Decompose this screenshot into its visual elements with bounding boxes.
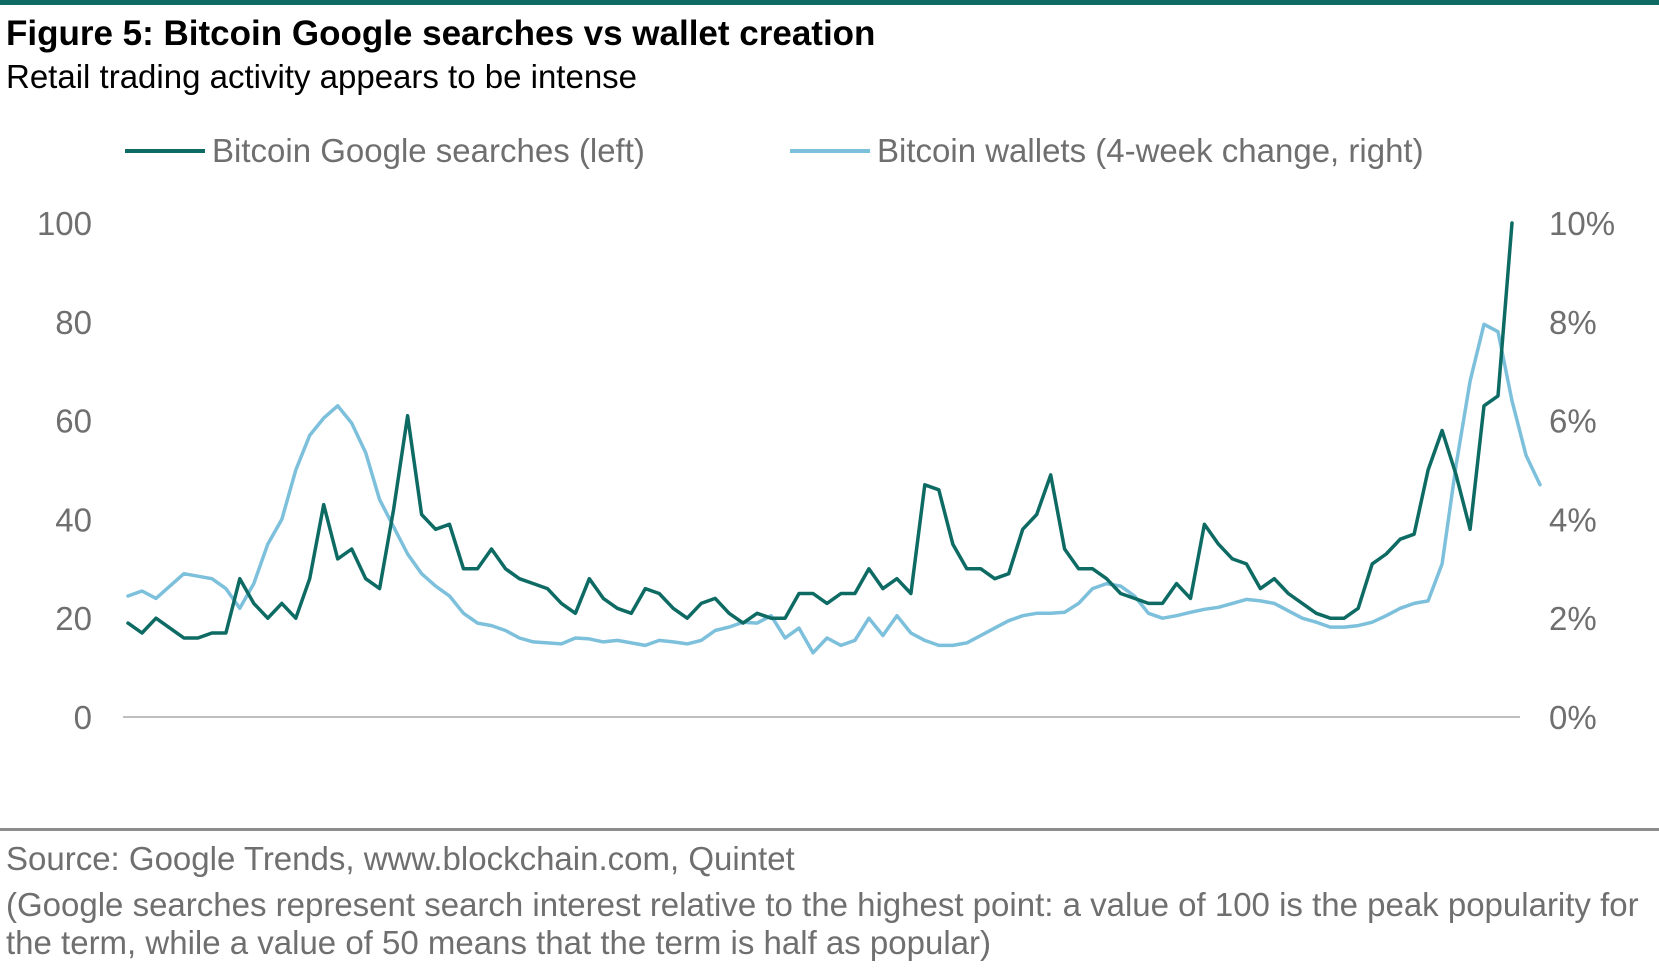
figure-title: Figure 5: Bitcoin Google searches vs wal… <box>6 14 876 53</box>
x-tick-label: May-20 <box>982 738 1092 740</box>
source-note: Source: Google Trends, www.blockchain.co… <box>6 840 795 877</box>
y-right-tick-label: 4% <box>1549 501 1597 538</box>
series-line-google-searches <box>126 221 1514 640</box>
x-tick-label: Aug-19 <box>438 738 544 740</box>
x-tick-label: Feb-20 <box>803 738 908 740</box>
series-layer <box>126 221 1542 655</box>
legend-label-wallets: Bitcoin wallets (4-week change, right) <box>877 132 1424 169</box>
footnote: (Google searches represent search intere… <box>6 886 1639 961</box>
y-right-tick-label: 8% <box>1549 304 1597 341</box>
y-left-tick-label: 20 <box>55 600 92 637</box>
line-chart: Bitcoin Google searches (left) Bitcoin w… <box>37 132 1615 740</box>
y-right-tick-label: 2% <box>1549 600 1597 637</box>
y-right-tick-label: 6% <box>1549 403 1597 440</box>
y-left-tick-label: 40 <box>55 501 92 538</box>
figure-subtitle: Retail trading activity appears to be in… <box>6 58 638 95</box>
bottom-rule <box>0 828 1659 831</box>
x-tick-label: Nov-19 <box>620 738 726 740</box>
series-line-bitcoin-wallets <box>126 322 1542 655</box>
chart-legend: Bitcoin Google searches (left) Bitcoin w… <box>125 132 1424 169</box>
y-left-tick-label: 0 <box>74 699 92 736</box>
y-axis-left: 0 20 40 60 80 100 <box>37 205 92 736</box>
x-axis: Feb-19 May-19 Aug-19 Nov-19 Feb-20 May-20 Aug-… <box>76 738 1454 740</box>
x-tick-label: Aug-20 <box>1165 738 1271 740</box>
top-rule <box>0 0 1659 5</box>
y-right-tick-label: 0% <box>1549 699 1597 736</box>
y-left-tick-label: 80 <box>55 304 92 341</box>
x-tick-label: Feb-19 <box>76 738 181 740</box>
y-left-tick-label: 60 <box>55 403 92 440</box>
y-right-tick-label: 10% <box>1549 205 1615 242</box>
y-axis-right: 0% 2% 4% 6% 8% 10% <box>1549 205 1615 736</box>
x-tick-label: May-19 <box>255 738 365 740</box>
y-left-tick-label: 100 <box>37 205 92 242</box>
x-tick-label: Nov-20 <box>1347 738 1453 740</box>
legend-label-searches: Bitcoin Google searches (left) <box>212 132 645 169</box>
